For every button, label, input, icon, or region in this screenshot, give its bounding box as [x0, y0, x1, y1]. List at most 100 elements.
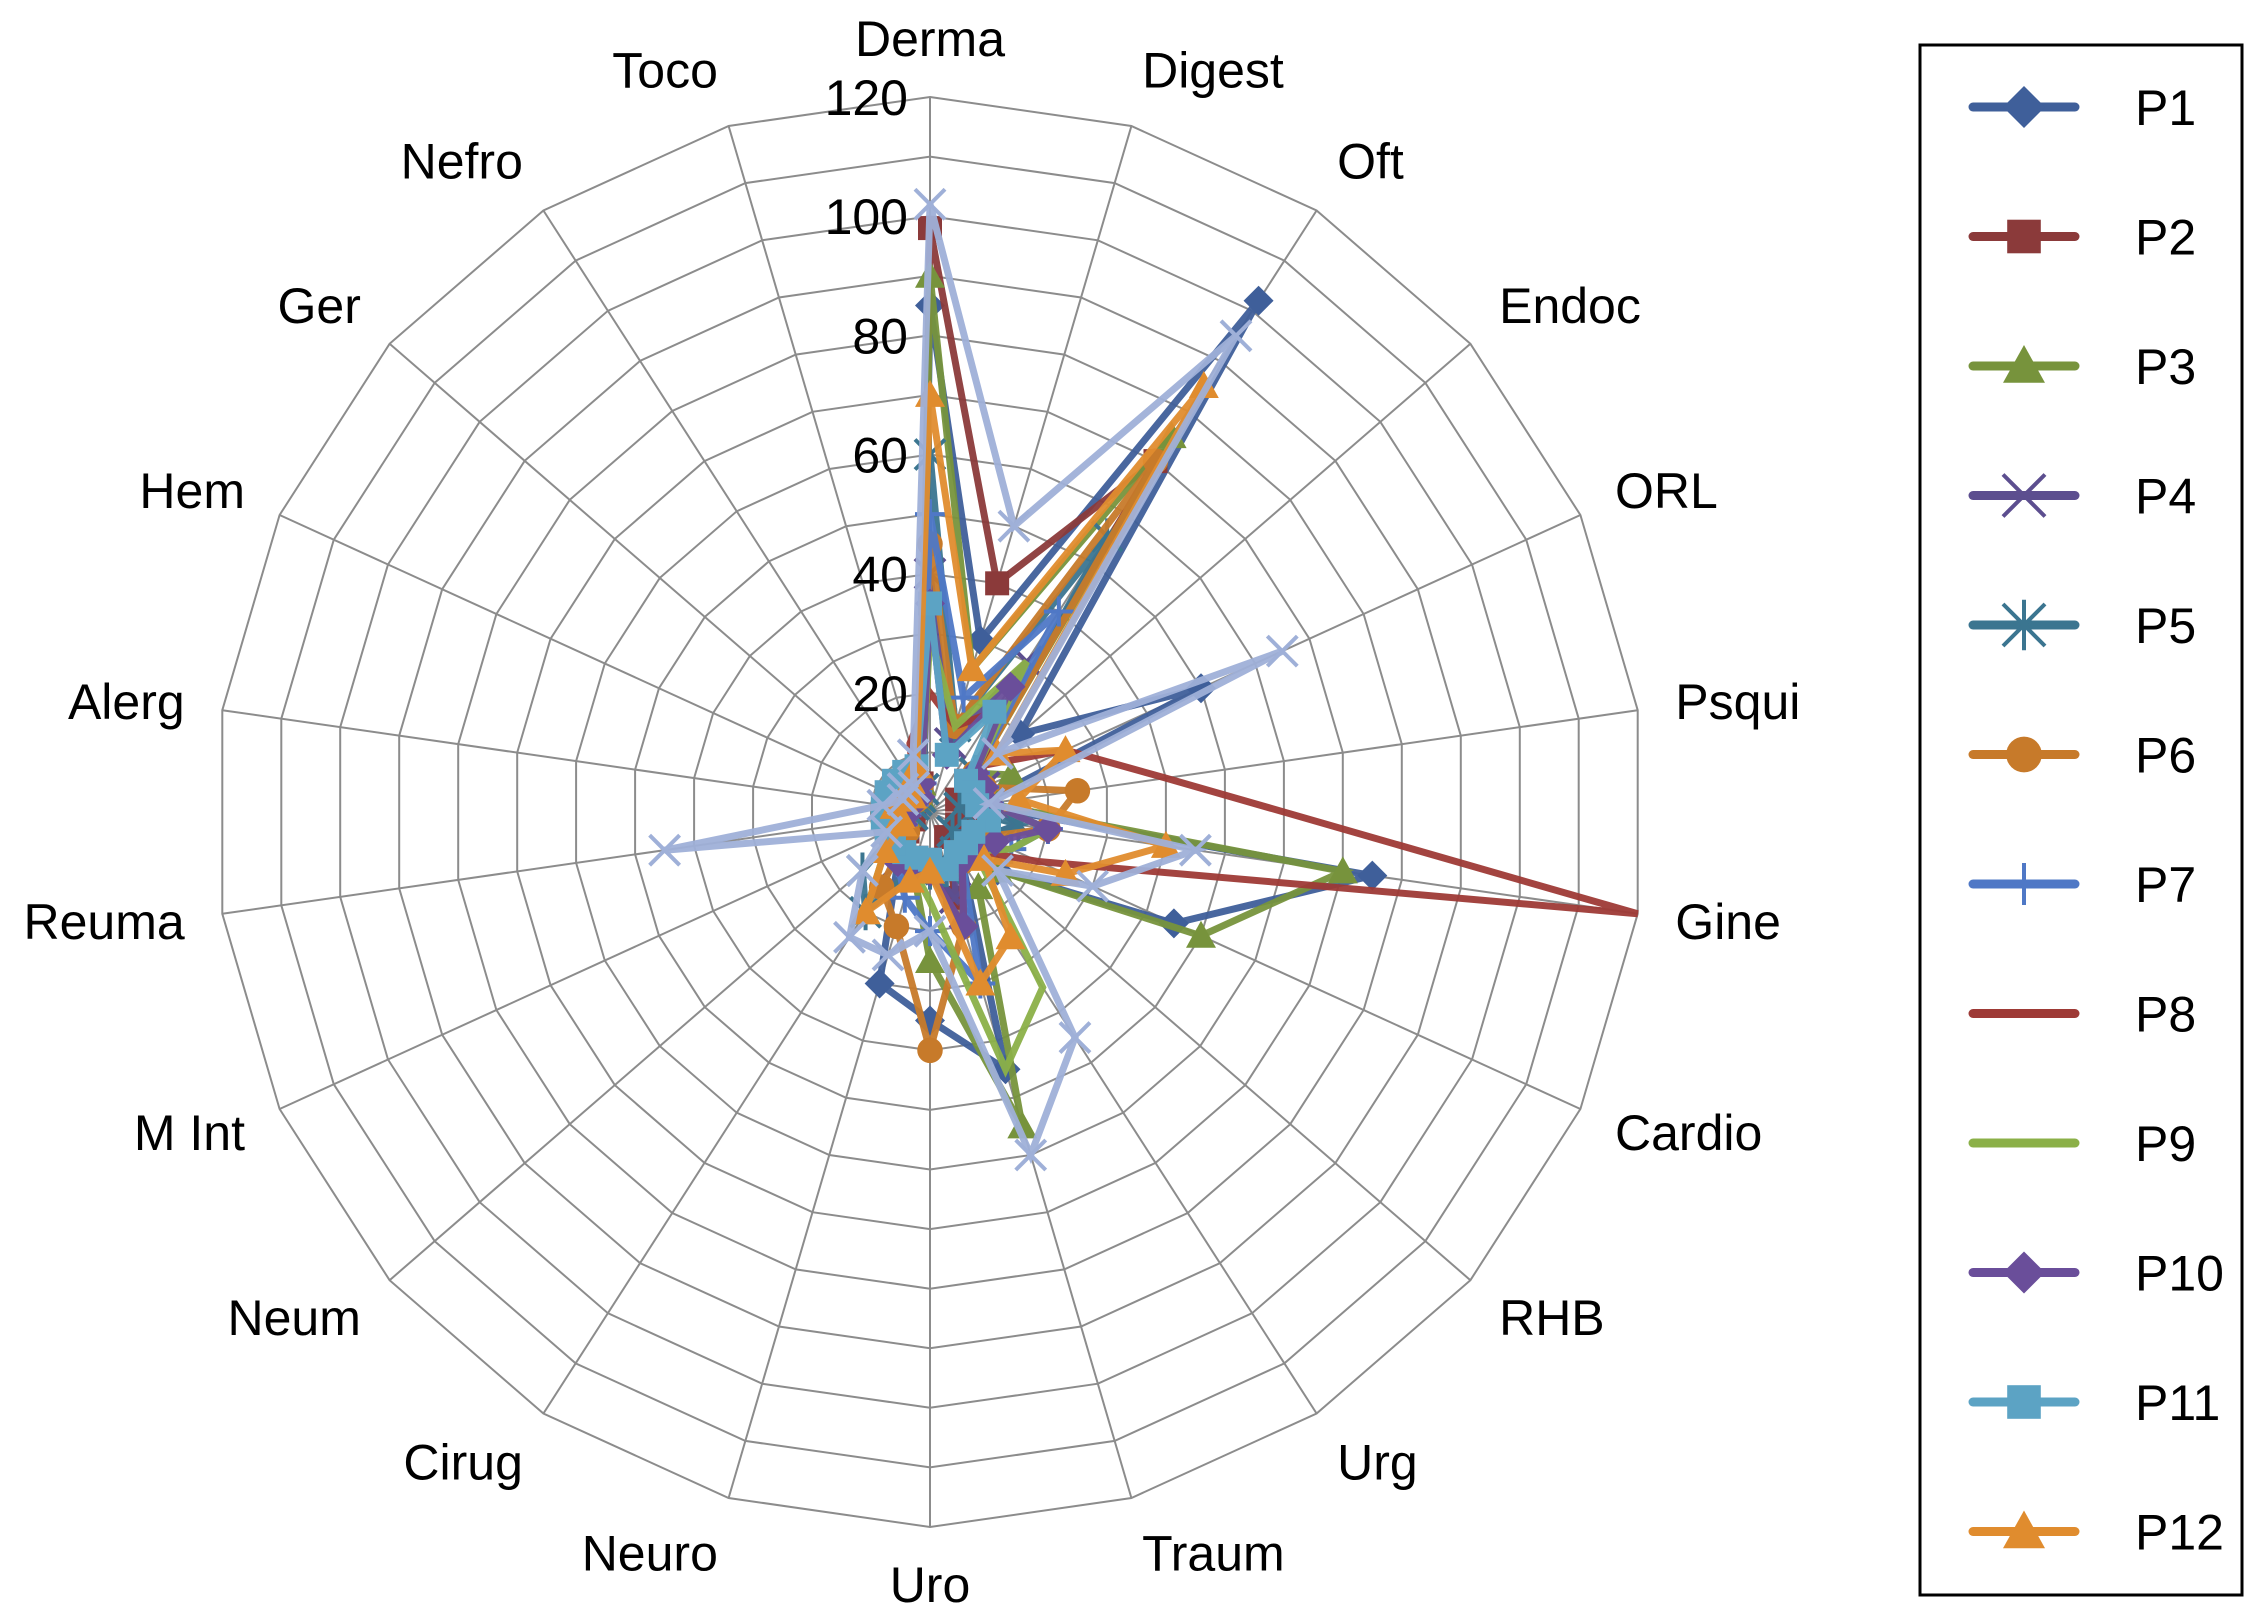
category-label: Psqui	[1675, 674, 1800, 730]
data-point	[870, 815, 904, 849]
legend: P1 P2 P3 P4 P5 P6 P7 P8 P9 P10 P11 P12	[1918, 43, 2244, 1597]
data-point	[1327, 856, 1358, 884]
data-point	[972, 787, 1006, 820]
legend-label: P7	[2135, 857, 2196, 913]
category-label: Uro	[890, 1557, 971, 1613]
data-point	[850, 897, 881, 925]
data-point	[1188, 370, 1219, 398]
data-point	[995, 922, 1026, 950]
legend-marker	[2001, 599, 2047, 651]
category-label: Traum	[1142, 1526, 1285, 1582]
data-point	[1219, 319, 1253, 353]
tick-label: 40	[852, 547, 908, 603]
data-point	[846, 854, 879, 887]
category-label: Alerg	[68, 674, 185, 730]
grid-spoke	[279, 811, 931, 1110]
grid-spoke	[279, 514, 931, 813]
category-label: Gine	[1675, 894, 1781, 950]
legend-marker	[2006, 736, 2042, 773]
data-point	[934, 742, 959, 767]
grid-spoke	[727, 125, 931, 813]
data-point	[886, 772, 920, 806]
data-point	[995, 671, 1026, 702]
legend-marker	[2001, 473, 2047, 518]
legend-label: P10	[2135, 1246, 2224, 1302]
legend-marker	[2003, 86, 2045, 128]
data-point	[1014, 1138, 1048, 1172]
data-point	[1076, 869, 1110, 903]
category-label: Reuma	[24, 894, 185, 950]
legend-label: P1	[2135, 80, 2196, 136]
series-extra	[648, 187, 1299, 1172]
data-point	[896, 738, 930, 772]
legend-label: P4	[2135, 469, 2196, 525]
data-point	[996, 759, 1027, 787]
legend-marker	[2003, 863, 2045, 905]
data-point	[965, 968, 996, 996]
legend-label: P2	[2135, 210, 2196, 266]
legend-entry-p3: P3	[1968, 339, 2196, 395]
data-point	[1003, 784, 1034, 812]
data-point	[897, 770, 931, 804]
legend-marker	[2003, 1251, 2045, 1294]
legend-entry-p7: P7	[1968, 857, 2196, 913]
data-point	[913, 187, 947, 221]
legend-marker	[2003, 1510, 2045, 1549]
category-label: Neum	[228, 1290, 361, 1346]
data-point	[982, 699, 1007, 724]
grid-spoke	[929, 709, 1638, 813]
category-labels: Derma Digest Oft Endoc ORL Psqui Gine Cardio RHB…	[24, 11, 1801, 1613]
data-point	[997, 509, 1031, 543]
legend-marker	[2007, 1385, 2041, 1419]
legend-label: P12	[2135, 1505, 2224, 1561]
data-point	[1265, 634, 1299, 668]
data-point	[1043, 596, 1074, 627]
legend-entry-p5: P5	[1968, 598, 2196, 654]
data-point	[864, 968, 895, 999]
data-point	[866, 788, 900, 822]
category-label: Endoc	[1499, 278, 1641, 334]
legend-entry-p2: P2	[1968, 210, 2196, 266]
data-point	[1007, 1111, 1038, 1139]
category-label: Derma	[855, 11, 1005, 67]
legend-marker	[2007, 219, 2041, 254]
category-label: Oft	[1337, 134, 1404, 190]
legend-entry-p12: P12	[1968, 1505, 2224, 1561]
legend-frame	[1918, 43, 2244, 1597]
data-point	[871, 938, 905, 972]
legend-marker	[2003, 345, 2045, 383]
data-point	[833, 920, 866, 954]
grid-spoke	[388, 811, 931, 1281]
data-point	[1058, 1021, 1092, 1054]
data-point	[894, 865, 925, 893]
data-point	[648, 833, 682, 867]
data-point	[1357, 860, 1388, 891]
data-point	[981, 854, 1014, 887]
tick-label: 80	[852, 308, 908, 364]
grid-spoke	[929, 811, 1318, 1415]
legend-label: P3	[2135, 339, 2196, 395]
radial-tick-labels: 020406080100120	[825, 70, 908, 841]
data-point	[1064, 778, 1091, 804]
category-label: Neuro	[582, 1526, 718, 1582]
legend-entry-p6: P6	[1968, 728, 2196, 784]
data-point	[1243, 285, 1274, 316]
grid-spoke	[222, 709, 931, 813]
category-label: M Int	[134, 1105, 245, 1161]
legend-entry-p9: P9	[1968, 1116, 2196, 1172]
tick-label: 20	[852, 666, 908, 722]
legend-label: P9	[2135, 1116, 2196, 1172]
series-plots	[648, 187, 1639, 1172]
category-label: RHB	[1499, 1290, 1605, 1346]
tick-label: 120	[825, 70, 908, 126]
legend-entry-p4: P4	[1968, 469, 2196, 525]
category-label: Nefro	[401, 134, 523, 190]
legend-label: P6	[2135, 728, 2196, 784]
category-label: Toco	[612, 42, 718, 98]
category-label: Cirug	[403, 1434, 522, 1490]
data-point	[985, 571, 1010, 596]
legend-entry-p1: P1	[1968, 80, 2196, 136]
category-label: Urg	[1337, 1434, 1418, 1490]
category-label: Hem	[139, 463, 245, 519]
